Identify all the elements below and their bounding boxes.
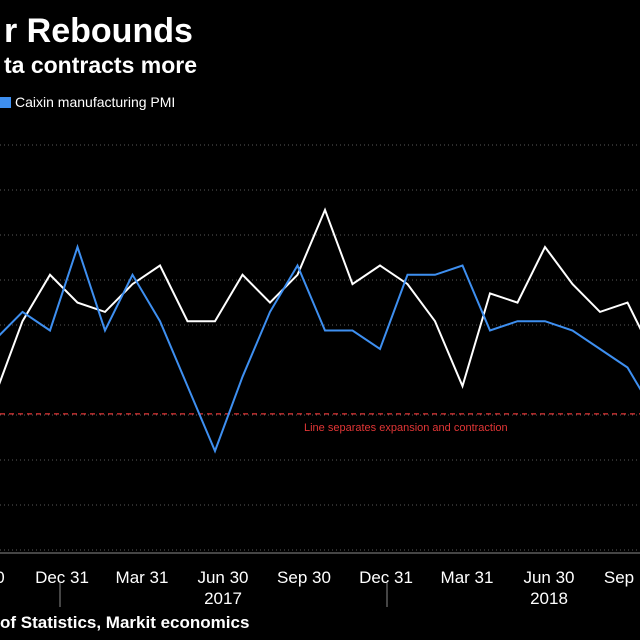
threshold-annotation: Line separates expansion and contraction [304,422,508,434]
year-label-2018: 2018 [530,589,568,608]
x-tick-label-6: Mar 31 [441,568,494,587]
x-tick-label-0: 0 [0,568,5,587]
x-tick-label-7: Jun 30 [523,568,574,587]
x-tick-label-5: Dec 31 [359,568,413,587]
year-label-2017: 2017 [204,589,242,608]
x-tick-label-8: Sep [604,568,634,587]
legend: Caixin manufacturing PMI [0,94,175,110]
chart-subtitle: ta contracts more [4,52,198,78]
x-tick-label-1: Dec 31 [35,568,89,587]
chart-title: r Rebounds [4,12,193,50]
legend-label-caixin: Caixin manufacturing PMI [15,94,176,110]
x-tick-label-3: Jun 30 [197,568,248,587]
legend-swatch-caixin [0,97,11,108]
x-tick-label-4: Sep 30 [277,568,331,587]
series-line-caixin-pmi [0,243,640,454]
x-tick-label-2: Mar 31 [116,568,169,587]
source-note: of Statistics, Markit economics [0,613,250,632]
series-line-white [0,207,640,390]
